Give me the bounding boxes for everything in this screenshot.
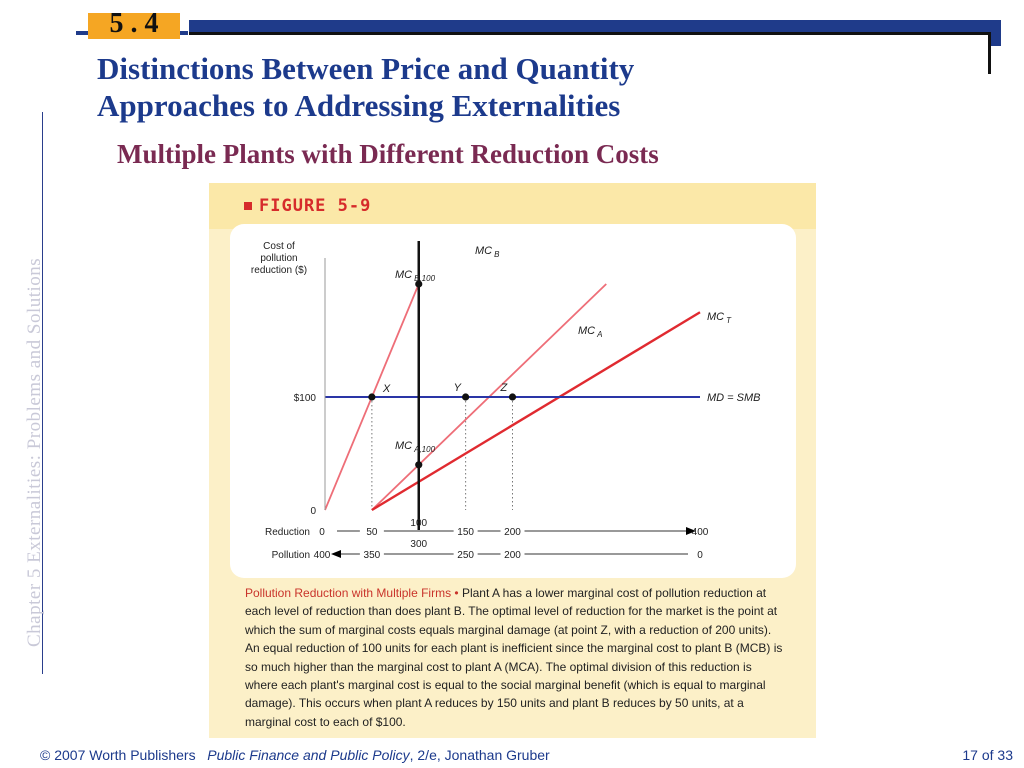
page-number: 17 of 33 — [962, 747, 1013, 763]
reduction-axis-arrow — [686, 527, 696, 535]
footer-copyright: © 2007 Worth Publishers — [40, 747, 196, 763]
point-z — [508, 393, 517, 401]
point-y — [462, 393, 470, 401]
reduction-tick-label-150: 150 — [457, 527, 474, 538]
point-mc-a-100 — [415, 461, 423, 469]
point-label-y: Y — [454, 382, 462, 394]
pollution-tick-label-200: 200 — [504, 550, 521, 561]
series-label-mc-a: MC A — [578, 325, 602, 339]
figure-label: FIGURE 5-9 — [259, 196, 372, 216]
header-rule-left — [76, 31, 88, 35]
series-line-mc-t — [371, 311, 701, 512]
reduction-axis-label: Reduction — [265, 527, 310, 538]
y-axis-label-line-1: Cost of — [263, 241, 295, 252]
y-axis-label-line-3: reduction ($) — [251, 265, 307, 276]
y-tick-label-100: $100 — [294, 393, 317, 404]
point-label-z: Z — [500, 382, 509, 394]
pollution-axis-label: Pollution — [272, 550, 310, 561]
y-axis-label-line-2: pollution — [260, 253, 297, 264]
footer-edition: , 2/e, Jonathan Gruber — [409, 747, 550, 763]
section-badge — [88, 13, 180, 39]
header-bar-corner — [991, 20, 1001, 46]
slide-title-line-2: Approaches to Addressing Externalities — [97, 88, 621, 123]
pollution-tick-label-400: 400 — [314, 550, 331, 561]
point-label-mc-b-100: MC B,100 — [395, 269, 436, 283]
side-rule — [42, 112, 43, 674]
pollution-tick-label-300: 300 — [410, 539, 427, 550]
reduction-tick-label-400: 400 — [692, 527, 709, 538]
footer-book-title: Public Finance and Public Policy — [207, 747, 410, 763]
pollution-tick-label-0: 0 — [697, 550, 703, 561]
section-number: 5 . 4 — [109, 8, 159, 39]
reduction-tick-label-50: 50 — [366, 527, 378, 538]
series-label-mc-b: MC B — [475, 245, 500, 259]
y-tick-label-0: 0 — [310, 506, 316, 517]
reduction-tick-label-0: 0 — [319, 527, 325, 538]
reduction-tick-label-200: 200 — [504, 527, 521, 538]
chapter-side-label: Chapter 5 Externalities: Problems and So… — [24, 257, 45, 647]
series-label-mc-t: MC T — [707, 311, 732, 325]
point-label-mc-a-100: MC A,100 — [395, 440, 436, 454]
footer-citation: © 2007 Worth Publishers Public Finance a… — [40, 747, 550, 763]
caption-title: Pollution Reduction with Multiple Firms … — [245, 586, 459, 600]
slide-subtitle: Multiple Plants with Different Reduction… — [117, 139, 659, 169]
header-rule-mid — [180, 31, 188, 35]
header-bar-shadow — [189, 32, 989, 35]
header-bar-corner-shadow — [988, 32, 991, 74]
series-label-md-smb: MD = SMB — [707, 392, 760, 404]
figure-header-strip — [209, 183, 816, 229]
pollution-tick-label-250: 250 — [457, 550, 474, 561]
pollution-tick-label-350: 350 — [364, 550, 381, 561]
figure-bullet-icon — [244, 202, 252, 210]
slide-title: Distinctions Between Price and Quantity … — [97, 50, 977, 124]
figure-caption: Pollution Reduction with Multiple Firms … — [245, 584, 785, 731]
reduction-tick-label-100: 100 — [410, 518, 427, 529]
point-mc-b-100 — [415, 280, 423, 288]
point-label-x: X — [382, 383, 391, 395]
caption-body: Plant A has a lower marginal cost of pol… — [245, 586, 783, 729]
header-bar — [189, 20, 1001, 32]
pollution-axis-arrow — [331, 550, 341, 558]
point-x — [368, 393, 376, 401]
slide-title-line-1: Distinctions Between Price and Quantity — [97, 51, 635, 86]
